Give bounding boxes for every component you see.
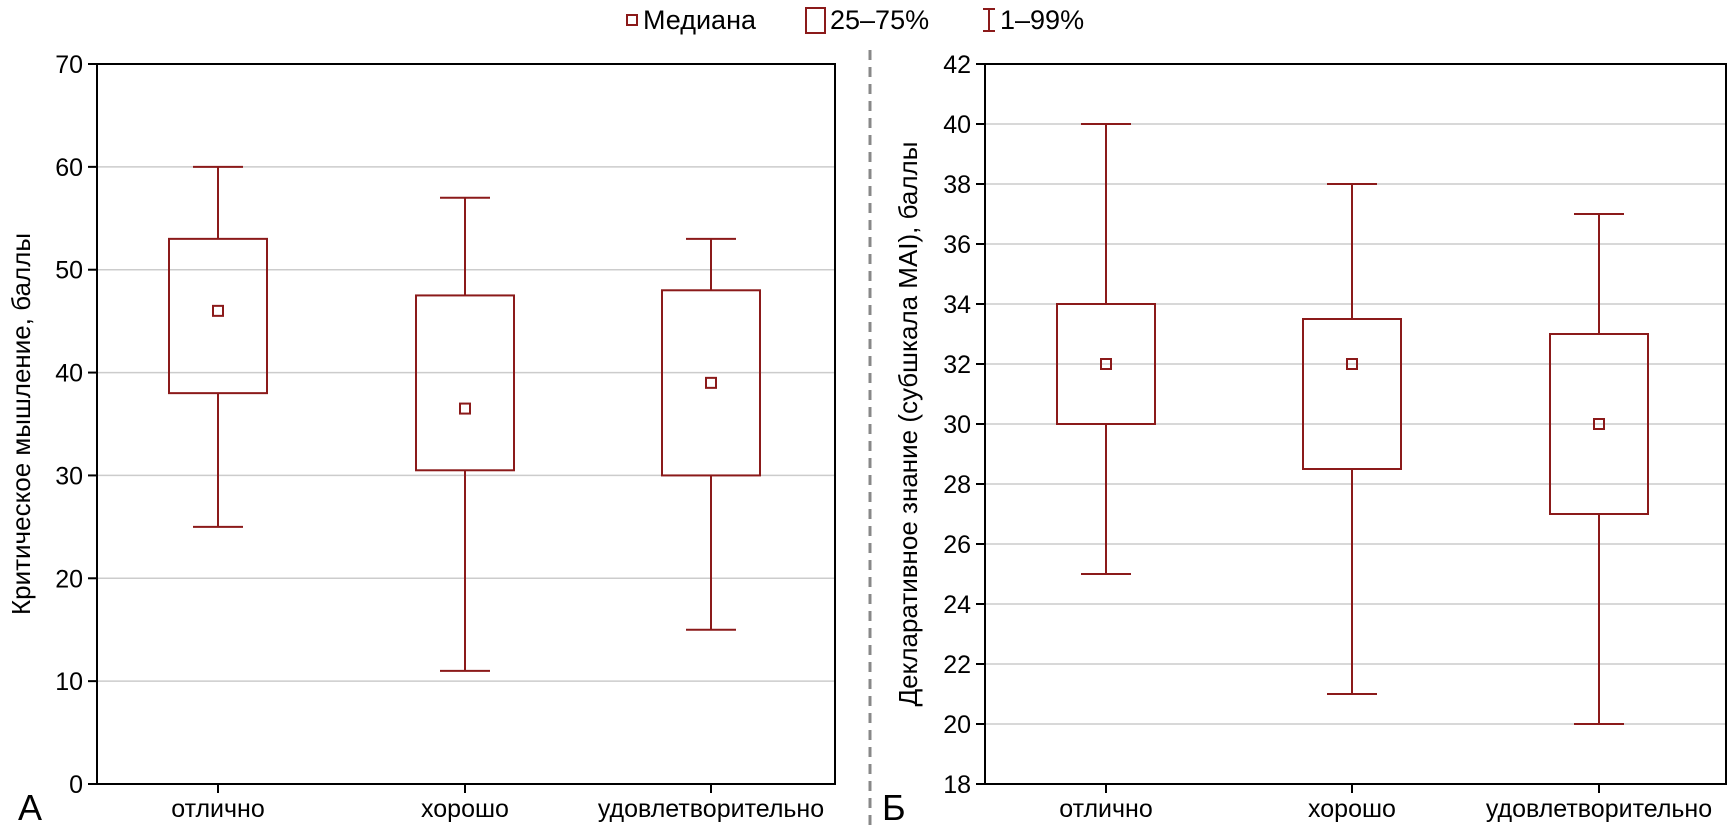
- panel-a-boxes: [168, 165, 761, 672]
- panel-a-y-tick-label: 60: [55, 154, 83, 182]
- panel-b-y-tick-label: 36: [943, 231, 971, 259]
- median-marker: [459, 402, 471, 415]
- panel-b-y-tick-label: 40: [943, 111, 971, 139]
- panel-b-y-tick-label: 20: [943, 711, 971, 739]
- panel-b-y-tick-label: 42: [943, 51, 971, 79]
- legend: Медиана 25–75% 1–99%: [626, 5, 1084, 35]
- median-marker: [212, 304, 224, 317]
- panel-b-x-labels: отлично хорошо удовлетворительно: [1059, 784, 1712, 823]
- panel-b-y-tick-label: 26: [943, 531, 971, 559]
- legend-range-marker: [983, 8, 995, 32]
- panel-a-y-tick-label: 50: [55, 257, 83, 285]
- panel-b-x-tick-label: удовлетворительно: [1486, 795, 1712, 823]
- panel-b-label: Б: [882, 787, 906, 827]
- median-marker: [1346, 358, 1358, 370]
- panel-a-y-tick-label: 0: [69, 771, 83, 799]
- legend-iqr-label: 25–75%: [830, 5, 929, 35]
- iqr-box: [168, 237, 268, 395]
- panel-b-box-2: [1302, 183, 1402, 695]
- panel-a-y-tick-label: 40: [55, 360, 83, 388]
- panel-a-x-tick-label: хорошо: [421, 795, 509, 823]
- panel-a-plot-frame: [96, 63, 836, 785]
- panel-a-y-tick-label: 10: [55, 668, 83, 696]
- panel-b-boxes: [1056, 123, 1649, 725]
- panel-b-box-3: [1549, 213, 1649, 725]
- panel-a-y-tick-label: 20: [55, 565, 83, 593]
- iqr-box: [415, 294, 515, 472]
- panel-a-x-tick-label: отлично: [171, 795, 265, 823]
- legend-median-label: Медиана: [643, 5, 757, 35]
- panel-a-y-tick-label: 70: [55, 51, 83, 79]
- panel-b: 18 20 22 24 26 28 30 32 34 36 38 40 42 отлично хорошо…: [882, 51, 1727, 827]
- panel-b-y-axis-title: Декларативное знание (субшкала MAI), бал…: [893, 142, 923, 707]
- panel-b-y-tick-label: 24: [943, 591, 971, 619]
- iqr-box: [1056, 303, 1156, 425]
- panel-a-label: А: [18, 787, 42, 827]
- panel-b-x-tick-label: хорошо: [1308, 795, 1396, 823]
- panel-b-y-tick-label: 28: [943, 471, 971, 499]
- panel-a-y-ticks: 0 10 20 30 40 50 60 70: [55, 51, 97, 799]
- panel-b-y-tick-label: 32: [943, 351, 971, 379]
- median-marker: [705, 376, 717, 389]
- panel-a-x-labels: отлично хорошо удовлетворительно: [171, 784, 824, 823]
- iqr-box: [1549, 333, 1649, 515]
- legend-range-label: 1–99%: [1000, 5, 1084, 35]
- panel-a-y-tick-label: 30: [55, 462, 83, 490]
- panel-a-y-axis-title: Критическое мышление, баллы: [6, 233, 36, 615]
- legend-median-marker: [626, 14, 638, 26]
- panel-a-box-3: [661, 237, 761, 631]
- median-marker: [1593, 418, 1605, 430]
- iqr-box: [661, 289, 761, 477]
- panel-b-y-tick-label: 30: [943, 411, 971, 439]
- panel-b-y-tick-label: 34: [943, 291, 971, 319]
- panel-b-y-tick-label: 38: [943, 171, 971, 199]
- panel-b-y-ticks: 18 20 22 24 26 28 30 32 34 36 38 40 42: [943, 51, 985, 799]
- panel-b-y-tick-label: 18: [943, 771, 971, 799]
- panel-b-y-tick-label: 22: [943, 651, 971, 679]
- median-marker: [1100, 358, 1112, 370]
- panel-a-x-tick-label: удовлетворительно: [598, 795, 824, 823]
- panel-a: 0 10 20 30 40 50 60 70 отлично хорошо удовлетвори…: [6, 51, 836, 827]
- panel-a-box-1: [168, 165, 268, 528]
- panel-b-x-tick-label: отлично: [1059, 795, 1153, 823]
- legend-iqr-marker: [805, 7, 826, 34]
- panel-b-box-1: [1056, 123, 1156, 575]
- panel-a-box-2: [415, 196, 515, 672]
- iqr-box: [1302, 318, 1402, 470]
